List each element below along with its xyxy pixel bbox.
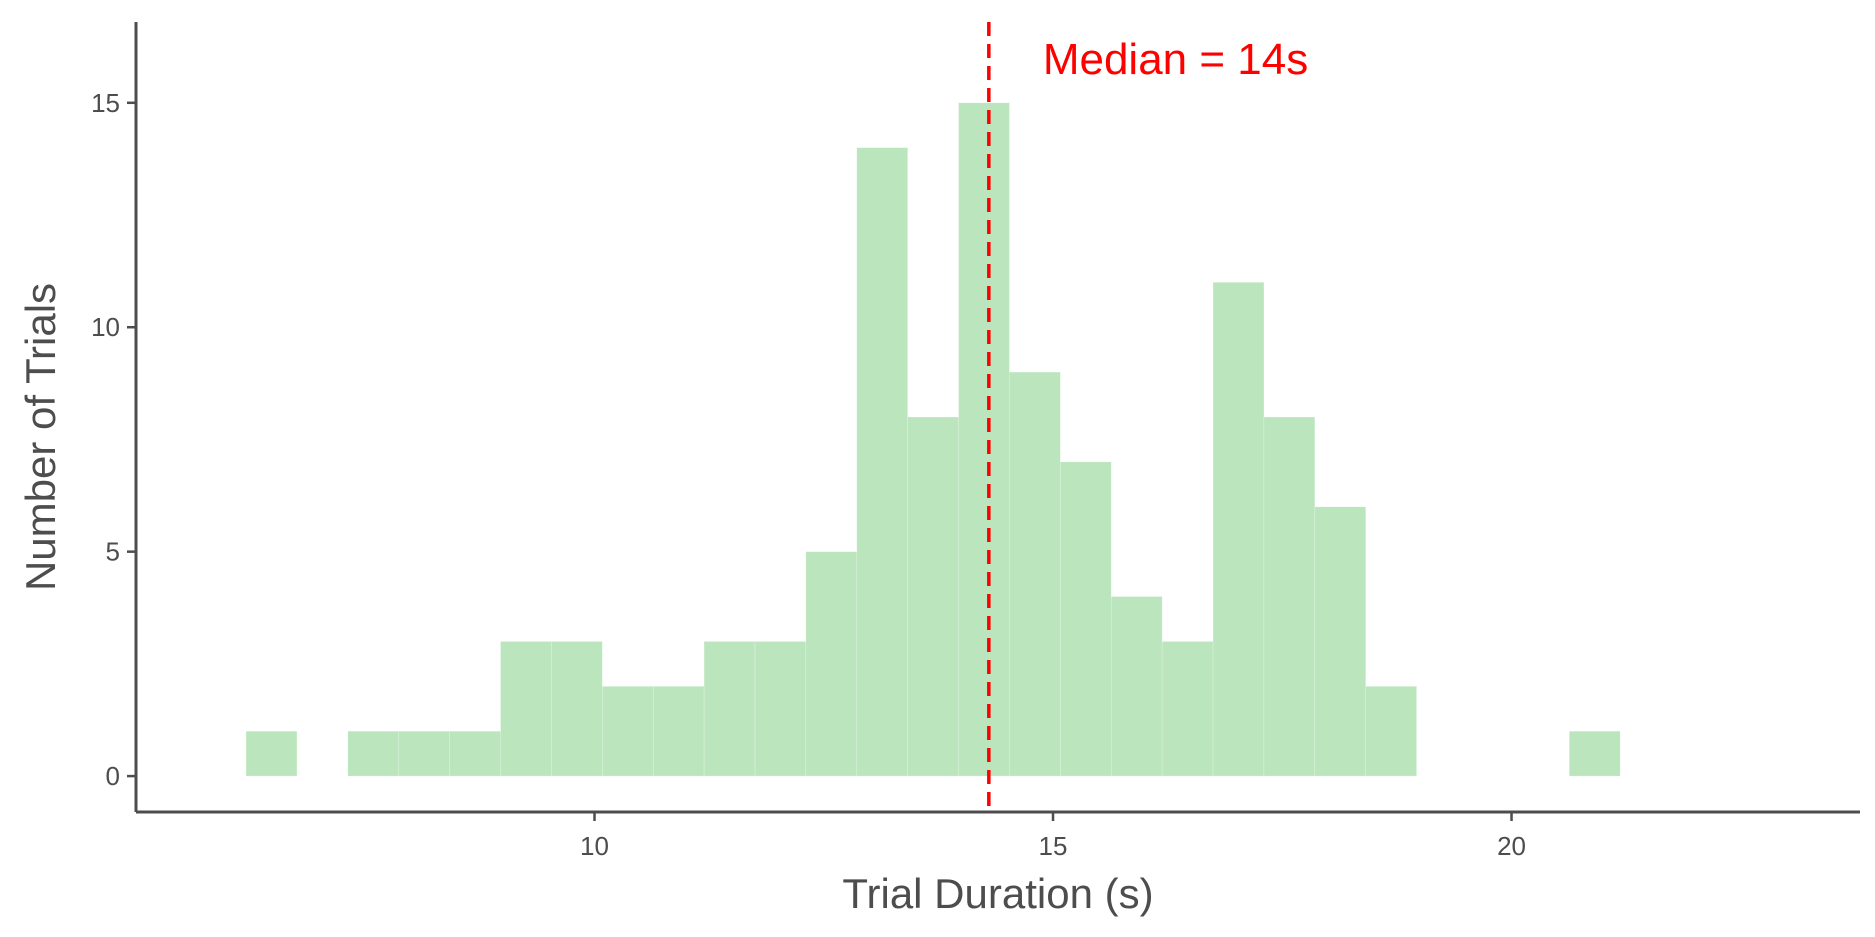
histogram-bar [754, 641, 807, 777]
y-axis-title: Number of Trials [17, 283, 64, 591]
histogram-bar [500, 641, 552, 777]
histogram-bar [652, 686, 705, 777]
histogram-bar [347, 730, 400, 777]
histogram-bar [703, 641, 756, 777]
histogram-bar [805, 551, 858, 777]
histogram-bars [245, 102, 1621, 777]
x-axis-title: Trial Duration (s) [842, 870, 1153, 917]
x-axis-ticks: 10 15 20 [580, 812, 1526, 861]
histogram-bar [1569, 730, 1621, 777]
histogram-bar [245, 730, 298, 777]
histogram-bar [856, 147, 908, 777]
y-tick-label: 0 [106, 761, 120, 791]
x-tick-label: 10 [580, 831, 609, 861]
histogram-bar [551, 641, 603, 777]
histogram-bar [958, 102, 1010, 777]
y-tick-label: 15 [91, 88, 120, 118]
histogram-bar [1060, 461, 1112, 777]
median-annotation: Median = 14s [1043, 35, 1308, 84]
y-tick-label: 5 [106, 537, 120, 567]
histogram-bar [1212, 282, 1265, 777]
x-tick-label: 15 [1039, 831, 1068, 861]
histogram-bar [1314, 506, 1367, 777]
x-tick-label: 20 [1497, 831, 1526, 861]
histogram-bar [1110, 596, 1163, 777]
y-tick-label: 10 [91, 312, 120, 342]
histogram-bar [1009, 371, 1061, 777]
histogram-bar [907, 416, 959, 777]
histogram-bar [449, 730, 501, 777]
histogram-bar [1161, 641, 1214, 777]
histogram-bar [1263, 416, 1316, 777]
y-axis-ticks: 0 5 10 15 [91, 88, 136, 791]
histogram-bar [1365, 686, 1417, 777]
histogram-bar [398, 730, 450, 777]
histogram-bar [602, 686, 654, 777]
